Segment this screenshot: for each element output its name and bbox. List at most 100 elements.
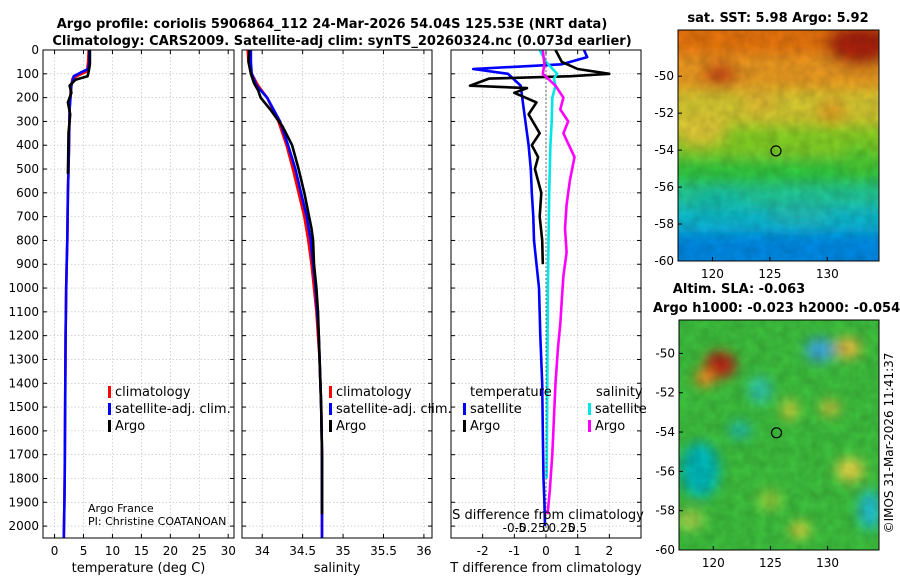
sla_map-ytick-label: -52 bbox=[655, 386, 675, 400]
figure-title-line1: Argo profile: coriolis 5906864_112 24-Ma… bbox=[57, 17, 608, 32]
legend-temp-satellite: satellite bbox=[470, 402, 522, 417]
depth-tick-label: 0 bbox=[31, 43, 39, 57]
sla_map-ytick-label: -56 bbox=[655, 464, 675, 478]
sla_map-ytick-label: -50 bbox=[655, 346, 675, 360]
salinity-profile-panel: 34 34.5 35 35.5 36 salinity climatology satelli… bbox=[241, 49, 452, 576]
sst_map-xtick-label: 130 bbox=[816, 267, 839, 281]
depth-tick-label: 1200 bbox=[8, 329, 39, 343]
sst_map-ytick-label: -60 bbox=[654, 254, 674, 268]
credit-institution: Argo France bbox=[88, 502, 154, 515]
sla-argo-location-marker bbox=[770, 427, 783, 439]
salinity-diff-tick-label: 0.5 bbox=[568, 521, 587, 535]
sla-heatmap bbox=[679, 320, 879, 550]
legend-temp-argo: Argo bbox=[470, 419, 500, 434]
sst_map-xtick-label: 125 bbox=[758, 267, 781, 281]
temperature_profile-xtick-label: 30 bbox=[221, 544, 236, 558]
depth-tick-label: 1300 bbox=[8, 352, 39, 366]
temperature_profile-xtick-label: 5 bbox=[80, 544, 88, 558]
sst_map-xtick-label: 120 bbox=[701, 267, 724, 281]
salinity-diff-tick-label: -0.5 bbox=[503, 521, 526, 535]
sst-heatmap bbox=[678, 30, 879, 261]
legend-sal-argo-swatch bbox=[588, 420, 591, 432]
sst_map-ytick-label: -50 bbox=[654, 69, 674, 83]
temperature_profile-grid bbox=[43, 49, 234, 538]
difference_profile-series-salinity-satellite bbox=[538, 50, 559, 479]
salinity_profile-xtick-label: 35.5 bbox=[370, 544, 397, 558]
sla_map-ytick-label: -58 bbox=[655, 504, 675, 518]
salinity-diff-tick-label: -0.25 bbox=[515, 521, 546, 535]
temperature_profile-xtick-label: 20 bbox=[163, 544, 178, 558]
temperature_profile-xtick-label: 25 bbox=[192, 544, 207, 558]
sst-map-panel: sat. SST: 5.98 Argo: 5.92 bbox=[654, 11, 880, 281]
depth-tick-label: 800 bbox=[16, 233, 39, 247]
legend-salinity-header: salinity bbox=[596, 385, 643, 400]
depth-tick-label: 1600 bbox=[8, 424, 39, 438]
legend-satellite-adj: satellite-adj. clim. bbox=[336, 402, 452, 417]
sst-map-title: sat. SST: 5.98 Argo: 5.92 bbox=[687, 11, 868, 26]
sst-argo-location-marker bbox=[770, 145, 782, 157]
legend-climatology-swatch bbox=[108, 386, 111, 398]
legend-climatology: climatology bbox=[115, 385, 191, 400]
depth-tick-label: 700 bbox=[16, 210, 39, 224]
legend-satellite-adj-swatch bbox=[108, 403, 111, 415]
sla_map-ytick-label: -54 bbox=[655, 425, 675, 439]
legend-satellite-adj-swatch bbox=[329, 403, 332, 415]
depth-tick-label: 300 bbox=[16, 114, 39, 128]
sst-map-frame bbox=[677, 29, 880, 262]
depth-tick-label: 400 bbox=[16, 138, 39, 152]
salinity_profile-xtick-label: 35 bbox=[335, 544, 350, 558]
difference_profile-xtick-label: -2 bbox=[477, 544, 489, 558]
salinity_profile-xtick-label: 34.5 bbox=[289, 544, 316, 558]
depth-tick-label: 1500 bbox=[8, 400, 39, 414]
temperature_profile-xtick-label: 10 bbox=[105, 544, 120, 558]
figure-title-line2: Climatology: CARS2009. Satellite-adj cli… bbox=[52, 34, 631, 49]
sla-map-title: Altim. SLA: -0.063 bbox=[673, 282, 805, 297]
credit-pi: PI: Christine COATANOAN bbox=[88, 515, 226, 528]
difference_profile-series-salinity-argo bbox=[541, 50, 576, 515]
difference_profile-xtick-label: 1 bbox=[574, 544, 582, 558]
sla_map-xtick-label: 125 bbox=[759, 556, 782, 570]
temperature_profile-frame bbox=[42, 49, 235, 539]
imos-watermark: ©IMOS 31-Mar-2026 11:41:37 bbox=[882, 353, 896, 534]
depth-tick-label: 1900 bbox=[8, 495, 39, 509]
legend-argo-swatch bbox=[329, 420, 332, 432]
depth-tick-label: 1100 bbox=[8, 305, 39, 319]
sla_map-xtick-label: 120 bbox=[702, 556, 725, 570]
legend-temp-satellite-swatch bbox=[463, 403, 466, 415]
difference_profile-xtick-label: 2 bbox=[606, 544, 614, 558]
salinity_profile-grid bbox=[242, 49, 432, 538]
salinity_profile-xlabel: salinity bbox=[314, 561, 361, 576]
legend-climatology-swatch bbox=[329, 386, 332, 398]
salinity_profile-frame bbox=[241, 49, 433, 539]
legend-climatology: climatology bbox=[336, 385, 412, 400]
temperature_profile-series-argo bbox=[66, 50, 92, 174]
salinity_profile-series-satellite-adj-clim- bbox=[249, 50, 324, 538]
legend-temp-argo-swatch bbox=[463, 420, 466, 432]
depth-tick-label: 100 bbox=[16, 67, 39, 81]
depth-tick-label: 1800 bbox=[8, 471, 39, 485]
depth-tick-label: 2000 bbox=[8, 519, 39, 533]
sst_map-ytick-label: -58 bbox=[654, 217, 674, 231]
salinity_profile-series-climatology bbox=[246, 50, 324, 538]
temperature_profile-xtick-label: 15 bbox=[134, 544, 149, 558]
sla-map-frame bbox=[678, 319, 880, 551]
temperature_profile-xlabel: temperature (deg C) bbox=[72, 561, 206, 576]
legend-sal-satellite-swatch bbox=[588, 403, 591, 415]
sla_map-xtick-label: 130 bbox=[816, 556, 839, 570]
sla-map-subtitle: Argo h1000: -0.023 h2000: -0.054 bbox=[653, 301, 900, 316]
sst_map-ytick-label: -54 bbox=[654, 143, 674, 157]
depth-tick-label: 1700 bbox=[8, 448, 39, 462]
legend-temperature-header: temperature bbox=[470, 385, 552, 400]
legend-satellite-adj: satellite-adj. clim. bbox=[115, 402, 231, 417]
salinity_profile-xtick-label: 34 bbox=[255, 544, 270, 558]
difference-profile-panel: -2 -1 0 1 2 T difference from climatology -0.5… bbox=[449, 49, 647, 576]
sla_map-ytick-label: -60 bbox=[655, 543, 675, 557]
depth-tick-label: 500 bbox=[16, 162, 39, 176]
depth-tick-label: 1400 bbox=[8, 376, 39, 390]
difference_profile-xlabel: T difference from climatology bbox=[449, 561, 642, 576]
sst_map-ytick-label: -52 bbox=[654, 106, 674, 120]
salinity-diff-tick-label: 0 bbox=[542, 521, 550, 535]
legend-sal-satellite: satellite bbox=[595, 402, 647, 417]
depth-tick-label: 1000 bbox=[8, 281, 39, 295]
